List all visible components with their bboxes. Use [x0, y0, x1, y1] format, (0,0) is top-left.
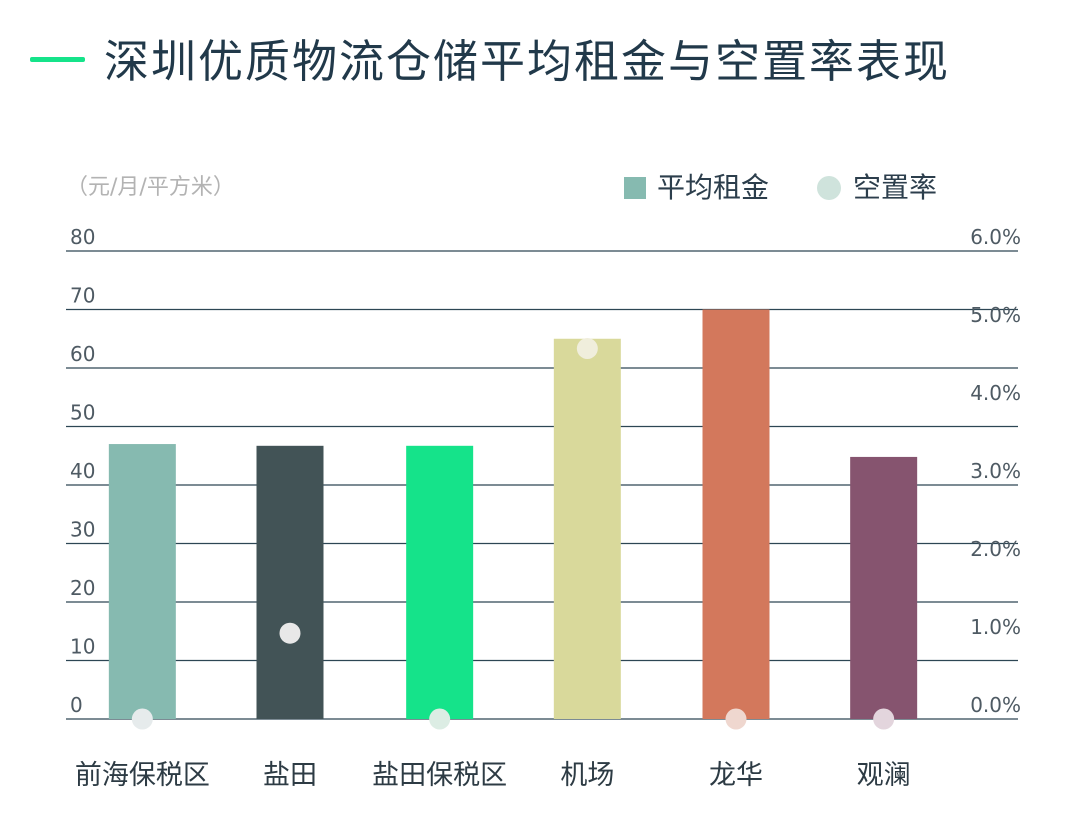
bar-5 [702, 309, 770, 719]
right-tick-label: 2.0% [970, 537, 1021, 561]
y-axis-unit-label: （元/月/平方米） [66, 175, 235, 200]
vacancy-dot-2 [279, 622, 301, 644]
vacancy-dot-5 [725, 708, 747, 730]
left-tick-label: 40 [70, 459, 95, 483]
bar-layer [108, 309, 918, 719]
left-tick-label: 20 [70, 576, 95, 600]
right-tick-label: 1.0% [970, 615, 1021, 639]
bar-6 [850, 456, 918, 719]
category-label: 前海保税区 [75, 760, 210, 791]
category-label: 机场 [560, 760, 614, 791]
left-tick-label: 70 [70, 284, 95, 308]
legend-rent-label: 平均租金 [657, 171, 769, 204]
right-tick-label: 3.0% [970, 459, 1021, 483]
bar-2 [256, 445, 324, 719]
legend-vacancy-label: 空置率 [853, 171, 937, 204]
legend-vacancy-marker [817, 176, 841, 200]
left-tick-label: 10 [70, 635, 95, 659]
title-accent-bar [30, 57, 85, 62]
category-label: 盐田 [263, 760, 317, 791]
chart-header: 深圳优质物流仓储平均租金与空置率表现 [0, 0, 1080, 120]
legend-rent-marker [624, 177, 646, 199]
category-label: 观澜 [857, 760, 911, 791]
bar-3 [406, 445, 474, 719]
chart-legend: 平均租金 空置率 [624, 171, 937, 204]
right-tick-label: 4.0% [970, 381, 1021, 405]
right-tick-label: 5.0% [970, 303, 1021, 327]
chart-title: 深圳优质物流仓储平均租金与空置率表现 [104, 35, 951, 88]
vacancy-dot-6 [873, 708, 895, 730]
right-tick-label: 6.0% [970, 225, 1021, 249]
right-tick-label: 0.0% [970, 693, 1021, 717]
vacancy-dot-layer [131, 338, 895, 730]
left-tick-label: 0 [70, 693, 83, 717]
bar-1 [108, 444, 176, 719]
vacancy-dot-1 [131, 708, 153, 730]
left-axis-ticks: 0 10 20 30 40 50 60 70 80 [70, 225, 95, 717]
left-tick-label: 30 [70, 518, 95, 542]
bar-4 [553, 338, 621, 719]
vacancy-dot-4 [576, 338, 598, 359]
left-tick-label: 60 [70, 342, 95, 366]
x-axis-labels: 前海保税区 盐田 盐田保税区 机场 龙华 观澜 [75, 760, 911, 791]
right-axis-ticks: 0.0% 1.0% 2.0% 3.0% 4.0% 5.0% 6.0% [970, 225, 1021, 717]
category-label: 盐田保税区 [372, 760, 507, 791]
vacancy-dot-3 [429, 708, 451, 730]
left-tick-label: 80 [70, 225, 95, 249]
left-tick-label: 50 [70, 401, 95, 425]
category-label: 龙华 [709, 760, 763, 791]
